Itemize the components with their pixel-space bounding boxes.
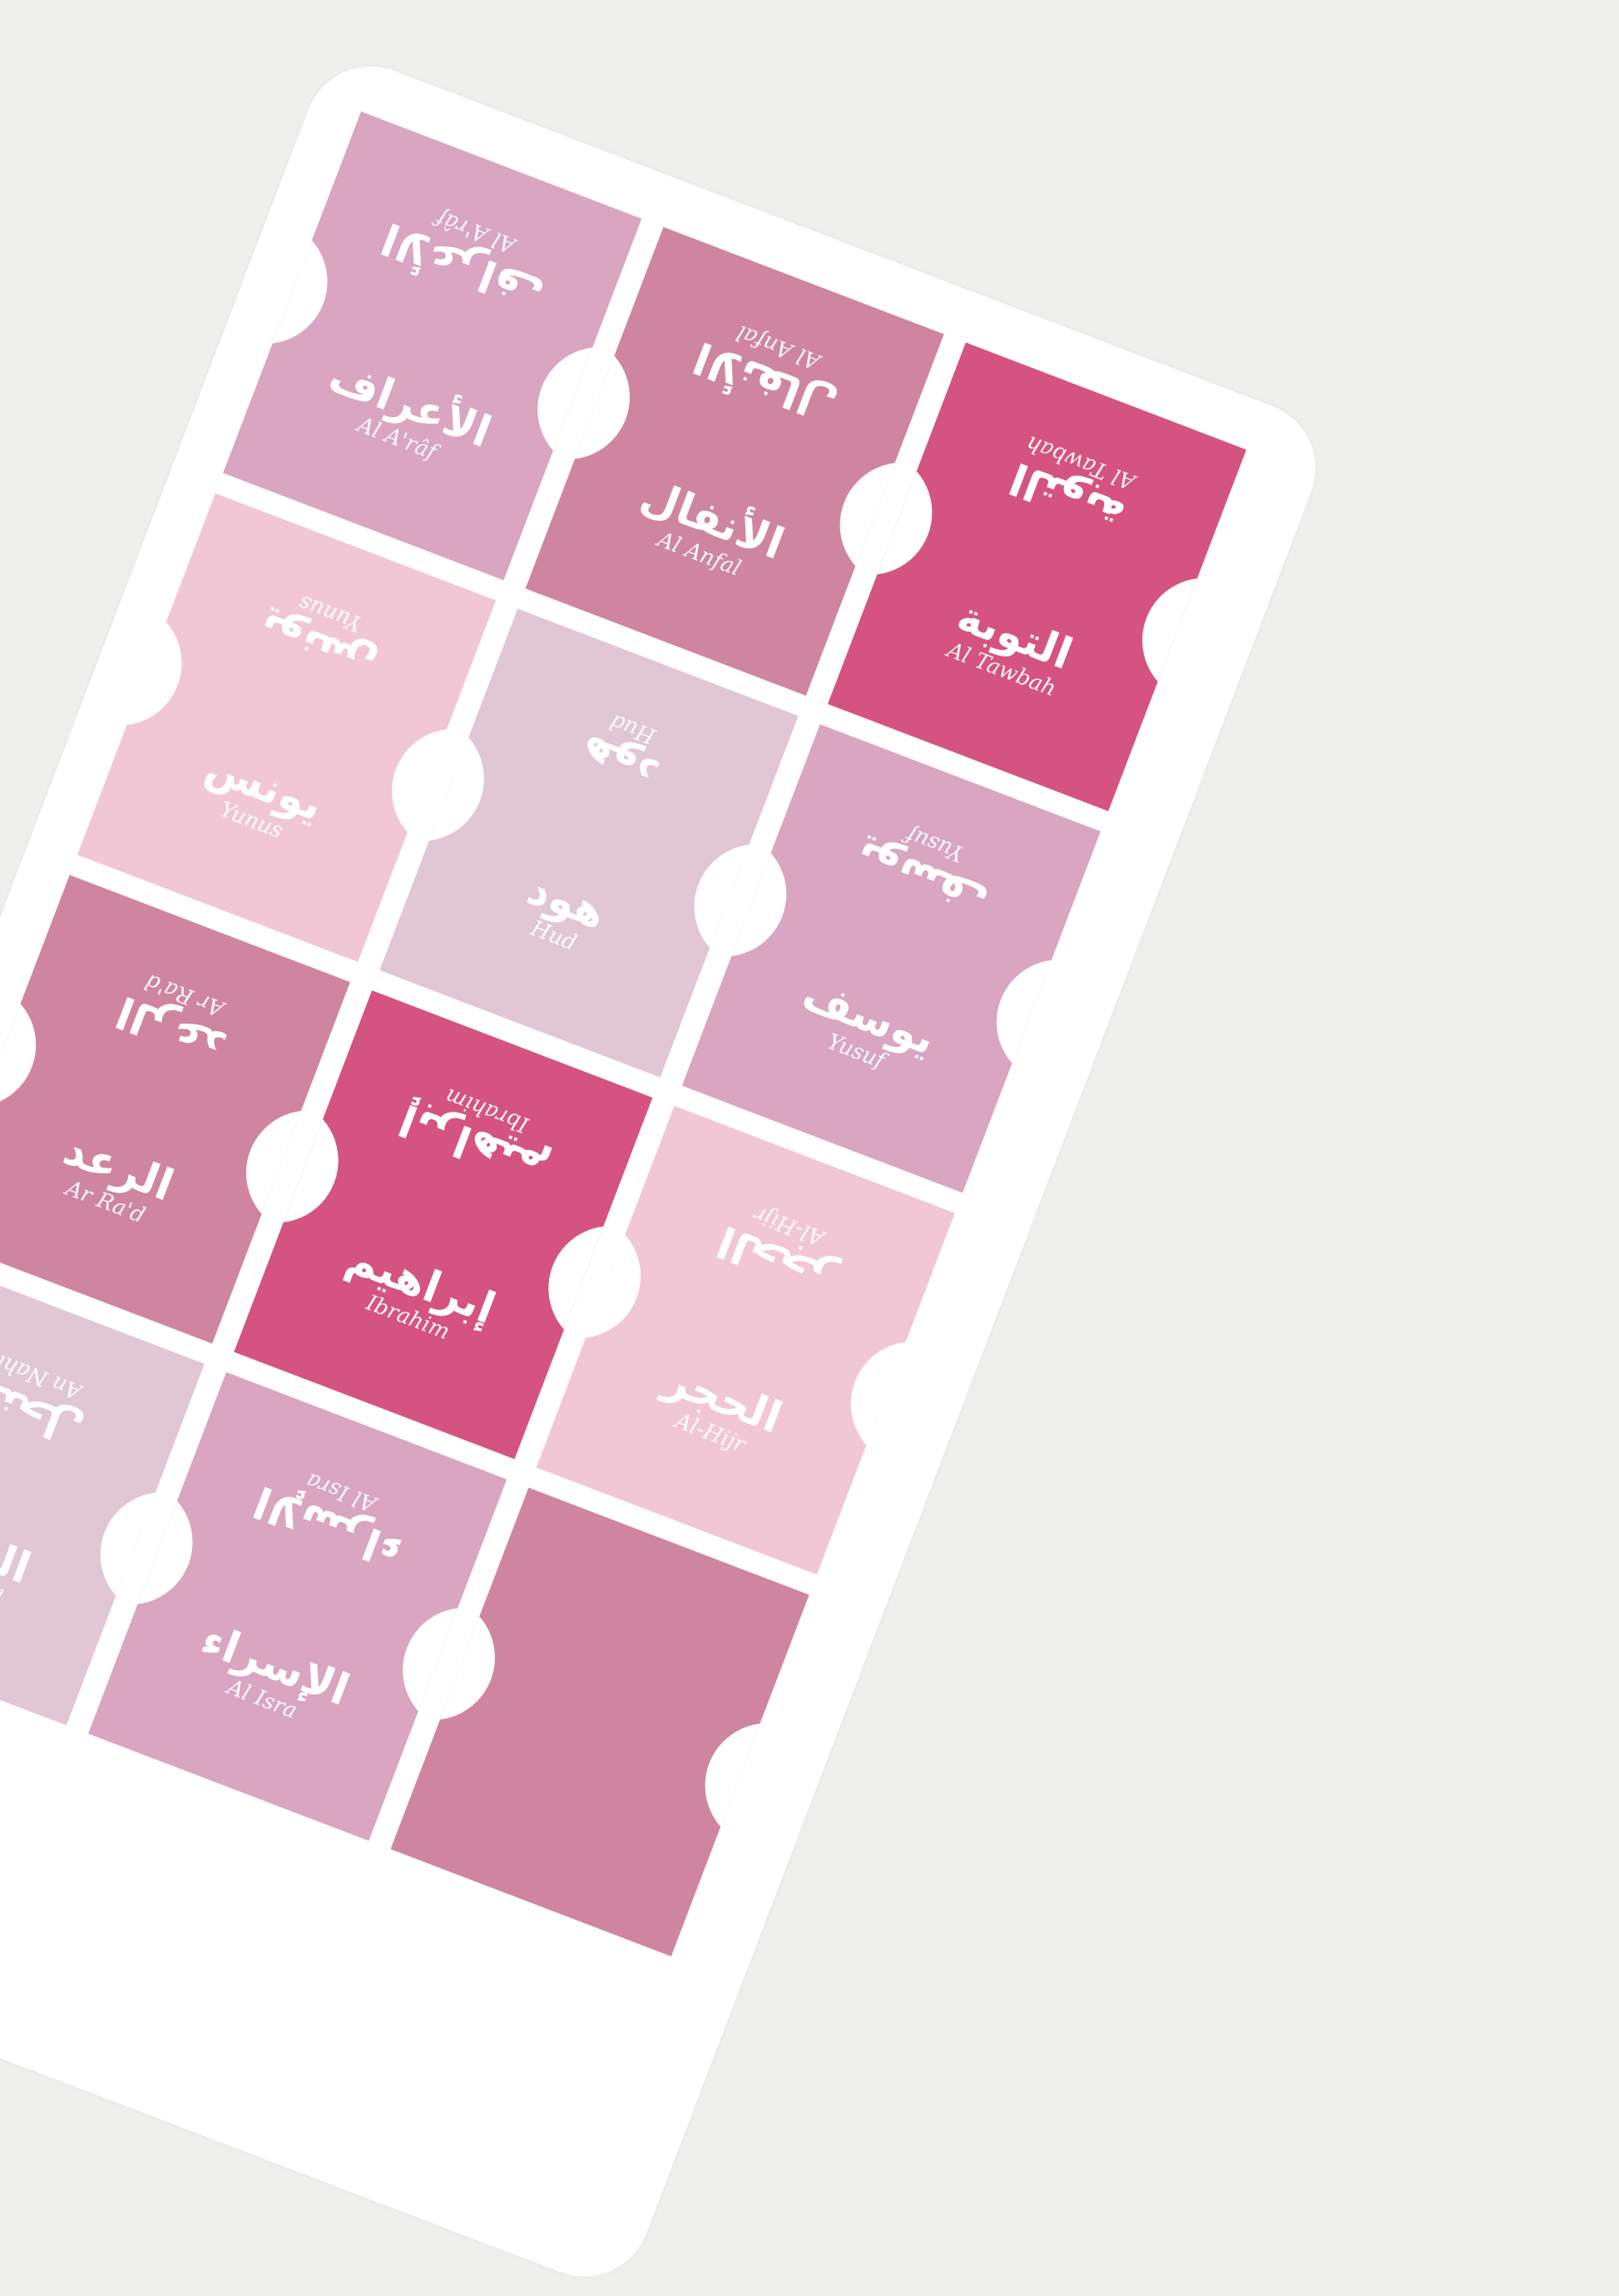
tab-back-label: النحل An Nahl xyxy=(0,1311,184,1485)
tab-front-label: إبراهيم Ibrahim xyxy=(263,1208,569,1383)
tab-front-label: يوسف Yusuf xyxy=(711,942,1017,1117)
tab-front-label: يونس Yunus xyxy=(106,711,413,885)
arabic-name xyxy=(445,1705,725,1813)
tab-front-label: الحجر Al-Hijr xyxy=(566,1324,872,1499)
tab-back-label: إبراهيم Ibrahim xyxy=(325,1045,631,1220)
tab-back-label: يونس Yunus xyxy=(169,548,475,722)
tab-back-label: هود Hud xyxy=(471,663,777,838)
tab-back-label: الحجر Al-Hijr xyxy=(627,1160,933,1335)
tab-front-label: الإسراء Al Isra xyxy=(117,1589,423,1764)
tab-front-label: الأنفال Al Anfal xyxy=(554,444,860,619)
transliteration xyxy=(445,1705,725,1813)
transliteration-flipped xyxy=(507,1542,788,1649)
tab-front-label: الرعد Ar Ra'd xyxy=(0,1093,267,1267)
tab-back-label: الرعد Ar Ra'd xyxy=(23,930,329,1104)
tab-back-label: الإسراء Al Isra xyxy=(180,1426,486,1601)
tab-front-label: الأعراف Al A'râf xyxy=(252,330,558,504)
arabic-name-flipped xyxy=(507,1542,788,1649)
tab-back-label xyxy=(507,1542,788,1649)
tab-front-label: التوبة Al Tawbah xyxy=(857,560,1163,735)
tab-front-label: هود Hud xyxy=(408,826,715,1001)
tab-back-label: يوسف Yusuf xyxy=(774,779,1080,954)
tab-front-label xyxy=(445,1705,725,1813)
